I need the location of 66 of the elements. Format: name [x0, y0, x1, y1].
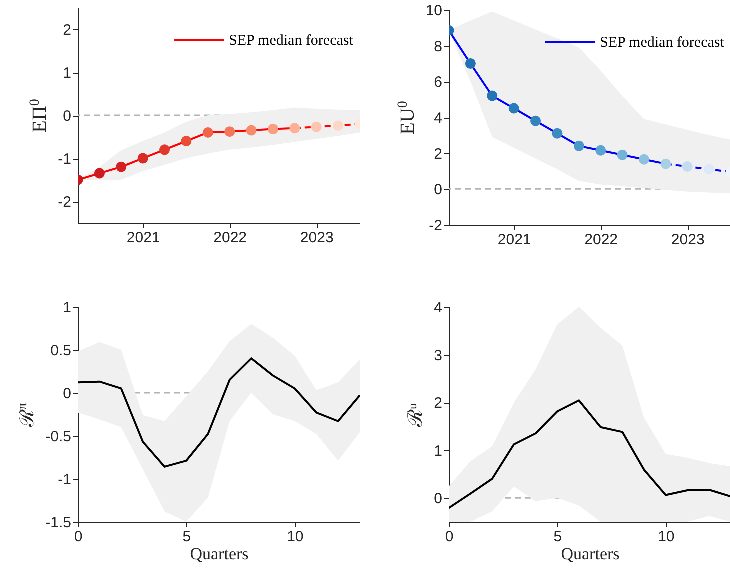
x-tick-label: 2022 [584, 232, 618, 248]
point [290, 123, 300, 134]
y-tick-label: 0 [434, 490, 442, 508]
point [617, 150, 628, 160]
point [311, 122, 322, 132]
point [246, 125, 257, 136]
y-tick-label: -1.5 [46, 514, 72, 532]
point [552, 128, 563, 139]
point [638, 154, 650, 165]
y-tick-label: 0 [63, 386, 72, 402]
point [333, 120, 344, 132]
x-tick-label: 2021 [498, 232, 532, 248]
x-tick-label: 5 [182, 528, 192, 546]
y-tick-label: 6 [434, 74, 442, 92]
y-tick-label: -1 [58, 472, 72, 488]
x-tick-label: 10 [287, 528, 304, 546]
point [224, 126, 236, 138]
point [116, 162, 127, 172]
y-tick-label: 4 [434, 110, 442, 127]
point [465, 58, 476, 69]
y-tick-label: 2 [434, 395, 442, 412]
x-tick-label: 0 [74, 528, 83, 546]
x-tick-label: 2023 [300, 230, 334, 246]
line-series [78, 358, 360, 468]
y-tick-label: 0.5 [50, 342, 72, 360]
y-tick-label: 0 [63, 108, 72, 125]
x-tick-label: 10 [658, 528, 675, 546]
y-tick-label: -1 [58, 151, 72, 168]
y-tick-label: 10 [426, 2, 442, 20]
point [138, 153, 148, 164]
y-tick-label: 2 [63, 22, 72, 39]
y-tick-label: 1 [63, 65, 72, 82]
point [574, 140, 584, 152]
point [160, 144, 170, 156]
y-tick-label: 1 [63, 300, 72, 316]
legend-label: SEP median forecast [229, 33, 354, 49]
point [660, 158, 672, 170]
x-tick-label: 2021 [126, 230, 160, 246]
legend-label: SEP median forecast [600, 35, 726, 51]
point [508, 103, 520, 114]
y-tick-label: 2 [434, 146, 442, 163]
point [530, 116, 542, 126]
point [94, 168, 105, 179]
line-series [449, 400, 730, 510]
x-axis-title: Quarters [561, 544, 620, 564]
y-tick-label: -2 [58, 194, 72, 211]
point [268, 124, 278, 134]
y-tick-label: 1 [434, 442, 442, 460]
x-tick-label: 0 [445, 528, 454, 546]
point [202, 127, 214, 138]
x-tick-label: 2022 [214, 230, 248, 246]
x-tick-label: 2023 [671, 232, 705, 248]
point [596, 145, 606, 156]
point [704, 164, 715, 175]
y-tick-label: 8 [434, 38, 442, 56]
y-tick-label: -2 [429, 218, 442, 234]
point [487, 90, 498, 102]
y-axis-title: ℛᵘ [405, 402, 428, 428]
y-tick-label: 3 [434, 347, 442, 364]
x-axis-title: Quarters [190, 544, 249, 564]
point [682, 162, 693, 172]
y-tick-label: -0.5 [46, 428, 72, 446]
y-tick-label: 4 [434, 300, 442, 316]
y-tick-label: 0 [434, 182, 442, 199]
point [181, 136, 192, 147]
x-tick-label: 5 [554, 528, 562, 546]
